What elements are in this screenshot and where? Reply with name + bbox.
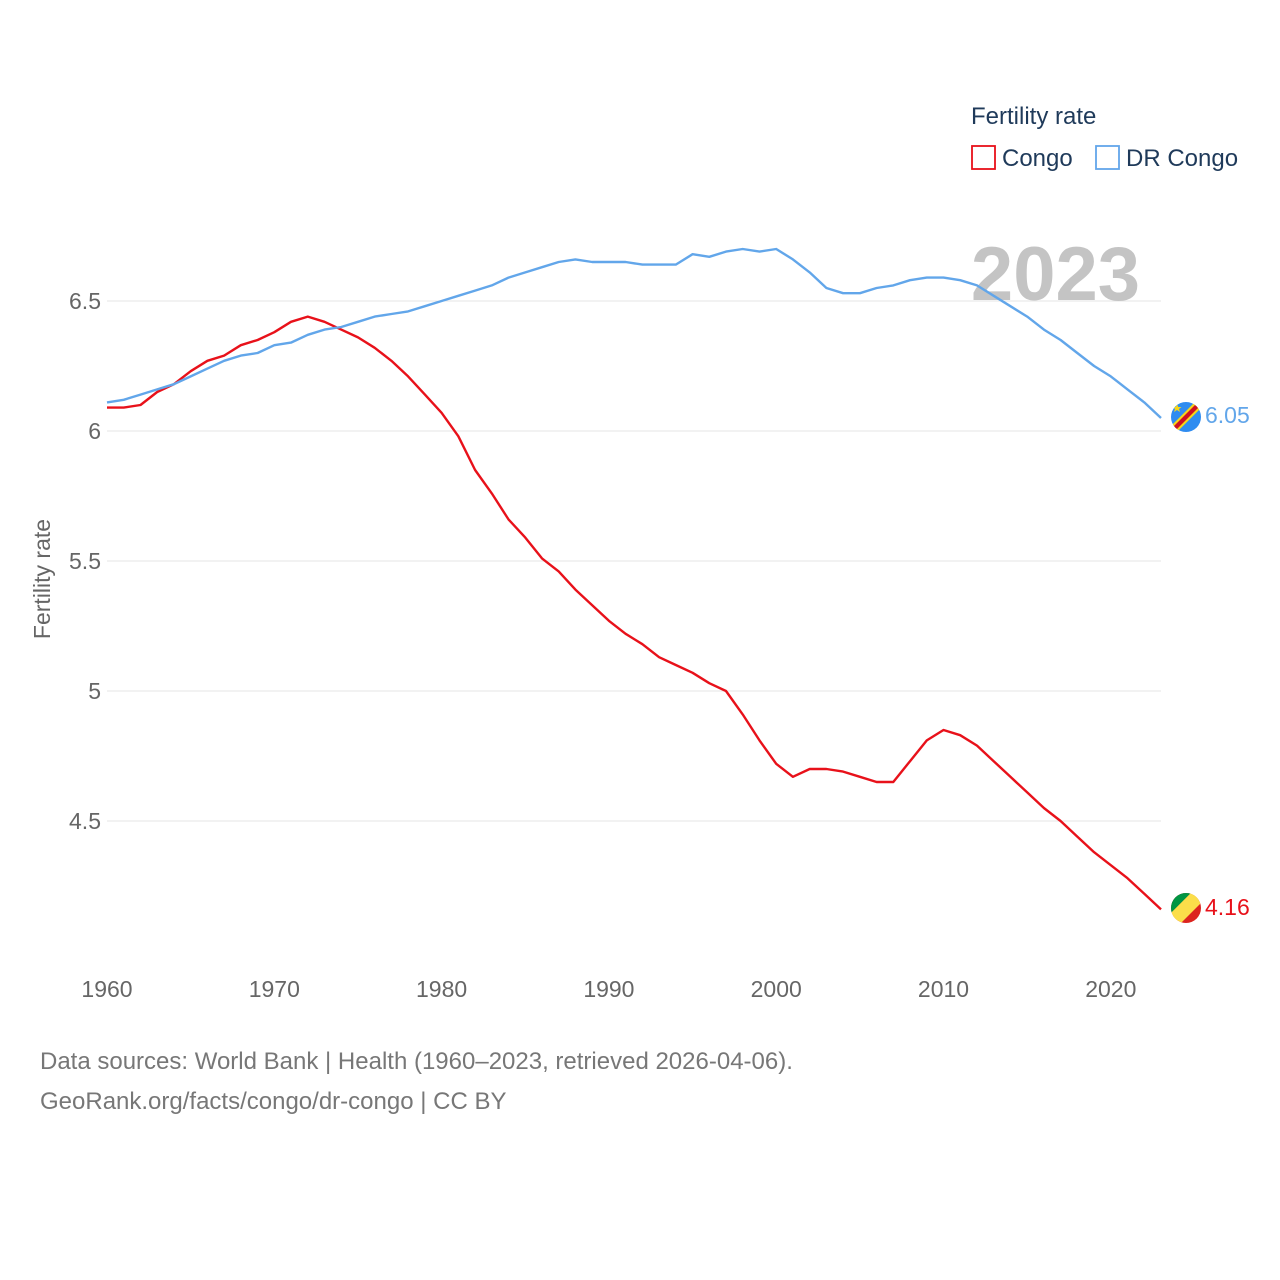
credit-line: GeoRank.org/facts/congo/dr-congo | CC BY bbox=[40, 1088, 507, 1115]
x-axis-ticks: 1960 1970 1980 1990 2000 2010 2020 bbox=[81, 976, 1136, 1002]
x-tick-label: 1980 bbox=[416, 976, 467, 1002]
dr-congo-flag-icon bbox=[1171, 402, 1201, 432]
end-label-dr-congo: 6.05 bbox=[1205, 402, 1250, 428]
y-axis-title: Fertility rate bbox=[29, 519, 55, 639]
line-chart: 4.5 5 5.5 6 6.5 1960 1970 1980 1990 2000 2010 2020… bbox=[29, 103, 1250, 1002]
source-line: Data sources: World Bank | Health (1960–… bbox=[40, 1048, 793, 1075]
source-note: Data sources: World Bank | Health (1960–… bbox=[40, 1042, 793, 1122]
y-tick-label: 6 bbox=[88, 418, 101, 444]
series-line-dr-congo bbox=[106, 247, 1162, 419]
legend: Fertility rate Congo DR Congo bbox=[971, 103, 1238, 172]
legend-swatch-congo[interactable] bbox=[971, 145, 996, 170]
x-tick-label: 1960 bbox=[81, 976, 132, 1002]
x-tick-label: 2010 bbox=[918, 976, 969, 1002]
y-axis-ticks: 4.5 5 5.5 6 6.5 bbox=[69, 288, 101, 834]
x-tick-label: 2020 bbox=[1085, 976, 1136, 1002]
y-tick-label: 5 bbox=[88, 678, 101, 704]
y-tick-label: 5.5 bbox=[69, 548, 101, 574]
year-label: 2023 bbox=[971, 232, 1140, 317]
legend-label-congo[interactable]: Congo bbox=[1002, 145, 1073, 172]
x-tick-label: 1970 bbox=[249, 976, 300, 1002]
x-tick-label: 2000 bbox=[751, 976, 802, 1002]
legend-swatch-dr-congo[interactable] bbox=[1095, 145, 1120, 170]
y-tick-label: 4.5 bbox=[69, 808, 101, 834]
legend-title: Fertility rate bbox=[971, 103, 1096, 130]
end-label-congo: 4.16 bbox=[1205, 894, 1250, 920]
x-tick-label: 1990 bbox=[583, 976, 634, 1002]
series-line-congo bbox=[107, 315, 1162, 911]
y-tick-label: 6.5 bbox=[69, 288, 101, 314]
gridlines bbox=[107, 300, 1161, 822]
legend-label-dr-congo[interactable]: DR Congo bbox=[1126, 145, 1238, 172]
congo-flag-icon bbox=[1171, 893, 1201, 923]
